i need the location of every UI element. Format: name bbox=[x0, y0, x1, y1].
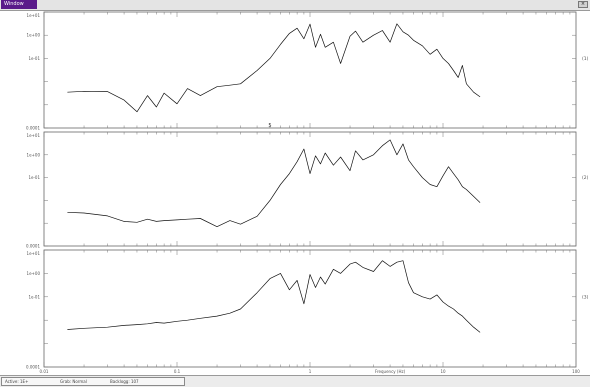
status-field: Active: 1E+ Grab: Normal Backlogg: 107 bbox=[1, 377, 185, 386]
y-tick-label: 1e+01 bbox=[27, 13, 41, 18]
window-title: Window bbox=[1, 0, 37, 9]
x-tick-label: 0.01 bbox=[40, 369, 49, 374]
panel-frame-1 bbox=[43, 11, 577, 129]
y-tick-label: 0.0001 bbox=[26, 244, 40, 249]
panel-frame-3 bbox=[43, 249, 577, 368]
y-tick-label: 1e-01 bbox=[28, 56, 40, 61]
y-tick-label: 1e-01 bbox=[28, 294, 40, 299]
x-tick-label: 1 bbox=[309, 369, 312, 374]
series-line-1 bbox=[67, 23, 481, 113]
series-line-3 bbox=[67, 260, 481, 333]
panel-frame-2 bbox=[43, 131, 577, 247]
close-icon[interactable]: × bbox=[578, 1, 588, 8]
y-tick-label: 0.0001 bbox=[26, 126, 40, 131]
panel-right-label: (3) bbox=[582, 295, 589, 301]
y-tick-label: 1e+01 bbox=[27, 133, 41, 138]
status-bar: Active: 1E+ Grab: Normal Backlogg: 107 bbox=[0, 375, 590, 387]
x-tick-label: 10 bbox=[440, 369, 446, 374]
y-tick-label: 1e-01 bbox=[28, 175, 40, 180]
status-backlog: Backlogg: 107 bbox=[110, 379, 139, 384]
status-grab: Grab: Normal bbox=[60, 379, 87, 384]
title-bar: Window × bbox=[0, 0, 590, 11]
panel-right-label: (1) bbox=[582, 56, 589, 62]
x-tick-label: 0.1 bbox=[174, 369, 181, 374]
status-active: Active: 1E+ bbox=[5, 379, 29, 384]
spectrum-plots: 1e+01 1e+00 1e-01 0.0001 (1) 5 1e+01 1e+00 1e-01… bbox=[26, 11, 589, 374]
y-tick-label: 0.0001 bbox=[26, 365, 40, 370]
series-line-2 bbox=[67, 139, 481, 228]
x-axis-label: Frequency (Hz) bbox=[375, 369, 406, 374]
x-tick-label: 100 bbox=[572, 369, 580, 374]
y-tick-label: 1e+00 bbox=[27, 152, 41, 157]
y-tick-label: 1e+00 bbox=[27, 33, 41, 38]
panel-right-label: (2) bbox=[582, 175, 589, 181]
y-tick-label: 1e+01 bbox=[27, 251, 41, 256]
panel-marker: 5 bbox=[268, 123, 271, 129]
y-tick-label: 1e+00 bbox=[27, 271, 41, 276]
